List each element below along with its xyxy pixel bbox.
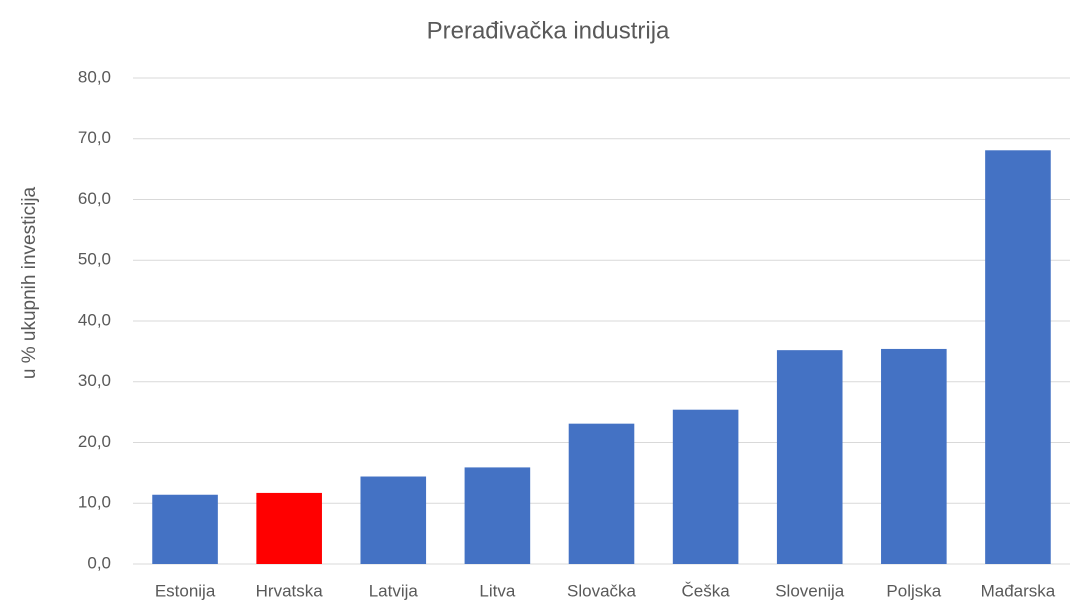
- y-tick-label: 80,0: [78, 67, 111, 86]
- bar: [464, 467, 531, 564]
- bar: [881, 348, 947, 564]
- y-tick-label: 0,0: [87, 553, 111, 572]
- x-tick-label: Slovenija: [775, 581, 845, 600]
- bar: [985, 150, 1051, 565]
- bar: [672, 409, 739, 564]
- y-tick-label: 10,0: [78, 493, 111, 512]
- chart-title: Prerađivačka industrija: [427, 17, 670, 44]
- bar: [152, 494, 218, 564]
- y-tick-label: 60,0: [78, 189, 111, 208]
- x-tick-label: Latvija: [369, 581, 419, 600]
- y-tick-label: 40,0: [78, 310, 111, 329]
- x-tick-label: Češka: [682, 581, 731, 600]
- y-tick-label: 50,0: [78, 250, 111, 269]
- x-tick-label: Poljska: [886, 581, 941, 600]
- bar: [256, 492, 322, 564]
- x-tick-label: Litva: [479, 581, 515, 600]
- bar: [568, 423, 635, 564]
- bar: [776, 350, 843, 564]
- bar: [360, 476, 427, 564]
- x-tick-label: Mađarska: [981, 581, 1056, 600]
- x-tick-label: Estonija: [155, 581, 216, 600]
- y-tick-label: 20,0: [78, 432, 111, 451]
- y-axis-label: u % ukupnih investicija: [19, 186, 40, 379]
- y-tick-label: 70,0: [78, 128, 111, 147]
- x-tick-label: Hrvatska: [256, 581, 324, 600]
- y-tick-label: 30,0: [78, 371, 111, 390]
- x-tick-label: Slovačka: [567, 581, 637, 600]
